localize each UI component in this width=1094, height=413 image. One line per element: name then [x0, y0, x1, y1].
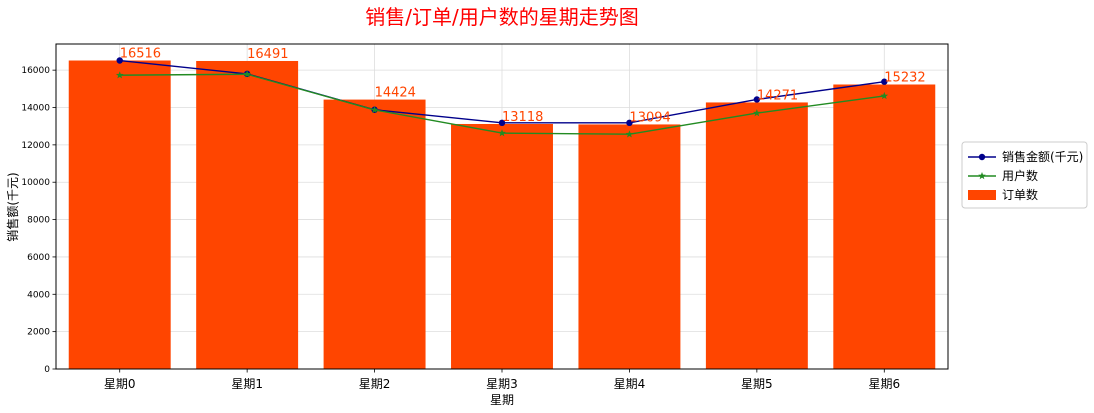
circle-marker: [116, 57, 123, 64]
bar: [451, 123, 553, 369]
star-marker: [880, 91, 889, 100]
x-tick-label: 星期3: [486, 377, 518, 391]
legend-entry-label: 销售金额(千元): [1002, 149, 1083, 164]
y-tick-label: 14000: [21, 104, 50, 114]
star-marker: [370, 105, 379, 114]
y-axis-label: 销售额(千元): [5, 172, 20, 241]
star-marker: [498, 129, 506, 137]
bar-value-label: 15232: [884, 70, 925, 85]
x-axis-ticks: 星期0 星期1 星期2 星期3 星期4 星期5 星期6: [104, 369, 900, 391]
star-marker: [115, 71, 124, 79]
bar-value-label: 16516: [120, 47, 161, 62]
legend-circle-marker: [978, 153, 986, 161]
x-tick-label: 星期5: [741, 377, 773, 391]
y-tick-label: 4000: [27, 290, 50, 300]
bar: [705, 102, 808, 369]
bar-value-label: 13094: [629, 110, 670, 125]
y-axis-ticks: 0 2000 4000 6000 8000 10000 12000 14000 16000: [21, 66, 56, 375]
bar-value-label: 13118: [502, 110, 543, 125]
x-tick-label: 星期1: [231, 377, 263, 391]
bar-value-label: 14271: [757, 88, 798, 103]
chart-title: 销售/订单/用户数的星期走势图: [365, 5, 638, 29]
y-tick-label: 0: [44, 365, 50, 375]
x-axis-label: 星期: [490, 393, 514, 407]
bar-value-label: 16491: [247, 47, 288, 62]
star-marker: [625, 130, 634, 138]
star-marker: [753, 109, 761, 117]
data-labels: 16516 16491 14424 13118 13094 14271 15232: [120, 47, 926, 126]
y-tick-label: 16000: [21, 66, 50, 76]
circle-marker: [753, 96, 761, 103]
star-marker: [243, 70, 251, 78]
legend-star-marker: [978, 172, 986, 180]
y-tick-label: 12000: [21, 141, 50, 151]
bar-value-label: 14424: [375, 86, 416, 101]
y-tick-label: 2000: [27, 328, 50, 338]
x-tick-label: 星期2: [359, 377, 391, 391]
line-series: [115, 57, 889, 138]
bar: [196, 60, 299, 369]
circle-marker: [881, 78, 888, 85]
circle-marker: [626, 119, 633, 127]
x-tick-label: 星期6: [868, 377, 900, 391]
circle-marker: [498, 119, 506, 127]
y-tick-label: 6000: [27, 253, 50, 263]
x-tick-label: 星期0: [104, 377, 136, 391]
bar-series: [68, 60, 936, 369]
legend-entry-label: 订单数: [1002, 187, 1038, 202]
y-tick-label: 10000: [21, 178, 50, 188]
bar: [833, 84, 936, 369]
bar: [323, 99, 426, 369]
legend-entry-label: 用户数: [1002, 168, 1038, 183]
legend-bar-swatch: [968, 190, 996, 200]
bar: [578, 124, 681, 369]
bar: [68, 60, 171, 369]
x-tick-label: 星期4: [614, 377, 646, 391]
y-tick-label: 8000: [27, 216, 50, 226]
